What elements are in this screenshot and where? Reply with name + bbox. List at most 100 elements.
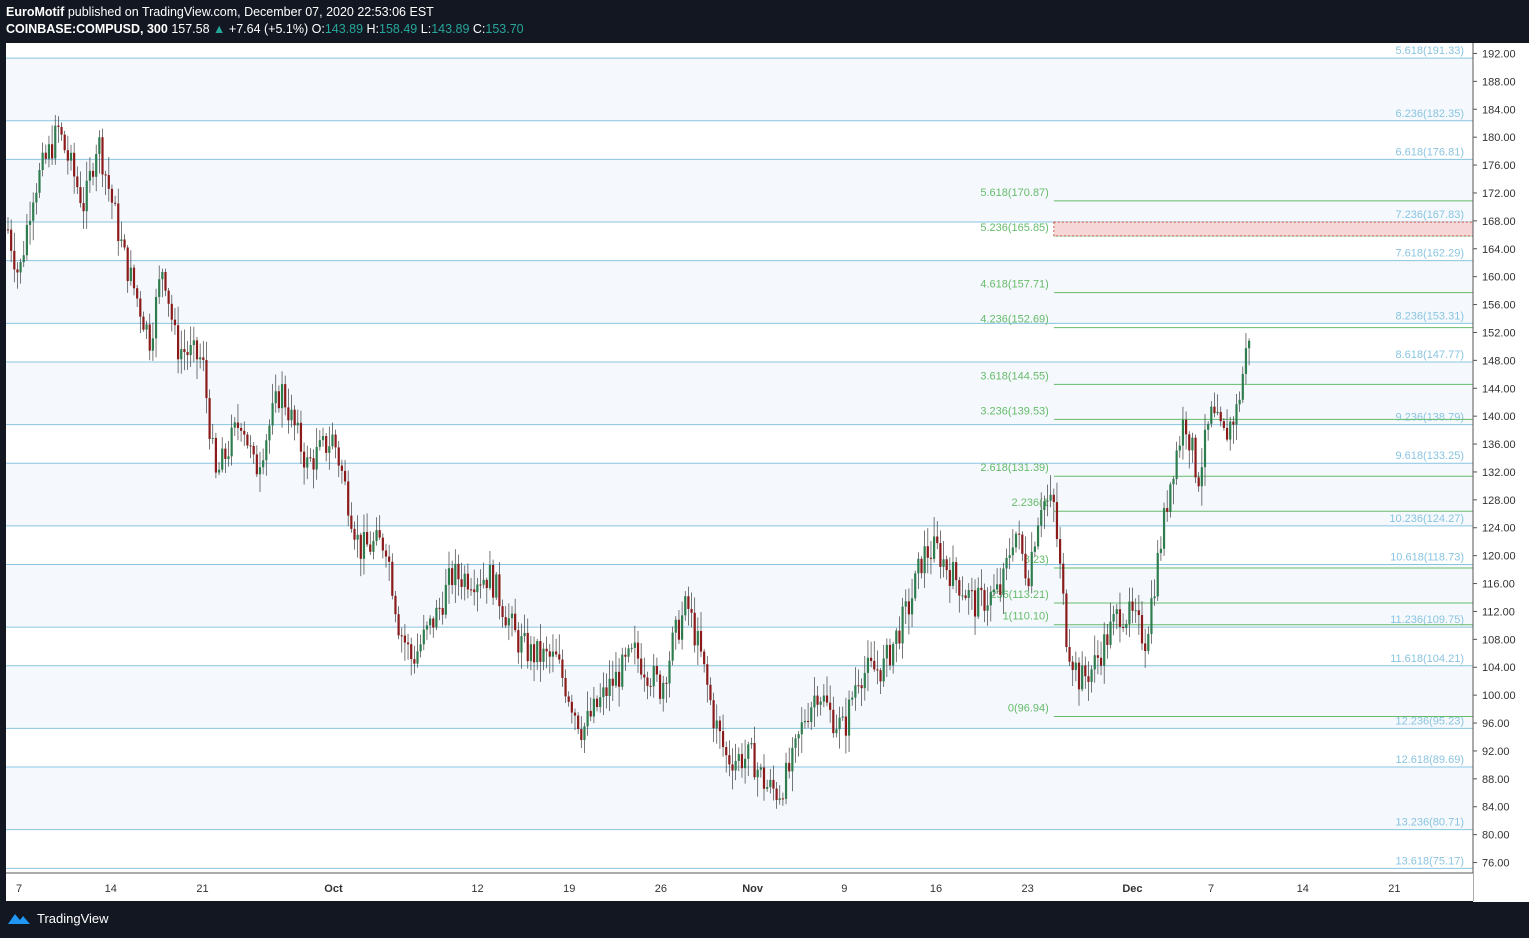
candle-body	[154, 296, 158, 339]
candle-body	[838, 717, 841, 730]
open-value: 143.89	[324, 22, 364, 36]
y-tick-label: 116.00	[1482, 579, 1515, 591]
x-tick-label: 12	[471, 883, 483, 895]
candle-body	[328, 446, 331, 453]
candle-body	[1021, 534, 1024, 554]
candle-body	[709, 684, 712, 701]
candle-body	[432, 618, 435, 628]
candle-body	[507, 618, 510, 626]
candle-body	[495, 574, 498, 598]
candle-body	[665, 682, 668, 684]
candle-body	[1084, 665, 1087, 677]
candle-body	[1166, 508, 1169, 512]
fib-green-label: 3.236(139.53)	[980, 405, 1049, 417]
candle-body	[296, 422, 299, 426]
x-tick-label: 7	[16, 883, 22, 895]
candle-body	[892, 644, 895, 666]
candle-body	[684, 596, 687, 616]
candle-body	[6, 229, 10, 231]
candle-body	[536, 641, 539, 663]
candle-body	[224, 448, 227, 459]
candle-body	[851, 697, 854, 700]
candle-body	[951, 562, 955, 586]
candle-body	[101, 137, 104, 175]
candle-body	[813, 695, 816, 708]
y-tick-label: 92.00	[1482, 746, 1510, 758]
fib-green-label: 3.618(144.55)	[980, 370, 1049, 382]
x-tick-label: 7	[1208, 883, 1214, 895]
fib-band	[6, 665, 1473, 729]
candle-body	[28, 220, 32, 225]
x-tick-label: 21	[1388, 883, 1400, 895]
candle-body	[936, 536, 939, 544]
candle-body	[586, 710, 589, 727]
chart-area[interactable]: 5.618(191.33) 6.236(182.35) 6.618(176.81) 7…	[0, 42, 1529, 902]
candle-body	[400, 635, 403, 637]
candle-body	[1106, 634, 1109, 645]
target-zone[interactable]	[1053, 221, 1474, 237]
candle-body	[643, 674, 646, 678]
candle-body	[514, 613, 517, 631]
candle-body	[457, 563, 460, 580]
candle-body	[258, 467, 262, 475]
candle-body	[230, 427, 233, 457]
y-tick-label: 168.00	[1482, 216, 1516, 228]
candle-body	[1172, 478, 1175, 485]
candle-body	[51, 144, 54, 159]
fib-blue-label: 10.236(124.27)	[1389, 513, 1464, 525]
candle-body	[1059, 539, 1062, 564]
candle-body	[482, 579, 485, 585]
candle-body	[627, 648, 630, 657]
candle-body	[416, 651, 419, 664]
tradingview-brand[interactable]: TradingView	[7, 910, 109, 926]
candle-body	[658, 674, 662, 699]
candle-body	[555, 651, 558, 655]
candle-body	[13, 250, 16, 270]
candle-body	[1090, 669, 1093, 682]
candle-body	[832, 709, 835, 734]
candle-body	[671, 632, 674, 661]
candle-body	[397, 614, 400, 636]
candle-body	[718, 720, 721, 732]
candle-body	[1207, 423, 1210, 430]
fib-blue-label: 7.236(167.83)	[1396, 209, 1465, 221]
candle-body	[236, 422, 240, 428]
candle-body	[703, 651, 706, 665]
candle-body	[359, 534, 362, 559]
candle-body	[696, 631, 699, 646]
author-name[interactable]: EuroMotif	[6, 5, 65, 19]
candle-body	[983, 590, 986, 611]
candle-body	[69, 152, 73, 161]
candle-body	[753, 743, 756, 778]
candle-body	[948, 570, 951, 586]
x-tick-label: Nov	[742, 883, 764, 895]
candle-body	[920, 558, 923, 574]
candle-body	[1052, 494, 1055, 503]
candle-body	[1203, 429, 1207, 468]
fib-blue-label: 10.618(118.73)	[1390, 552, 1464, 564]
candle-body	[262, 460, 265, 468]
candle-body	[117, 203, 120, 242]
candle-body	[901, 606, 904, 644]
fib-blue-label: 9.618(133.25)	[1396, 450, 1465, 462]
candle-body	[95, 154, 98, 177]
candle-body	[914, 573, 917, 599]
fib-blue-label: 8.618(147.77)	[1396, 349, 1465, 361]
candle-body	[989, 592, 992, 606]
candle-body	[145, 324, 148, 330]
candle-body	[778, 798, 781, 800]
candle-body	[211, 437, 214, 439]
candle-body	[835, 729, 838, 734]
candle-body	[1188, 434, 1191, 451]
candle-body	[1024, 553, 1027, 579]
candle-body	[186, 352, 189, 356]
fib-blue-label: 13.236(80.71)	[1396, 817, 1465, 829]
candle-body	[788, 762, 791, 772]
y-tick-label: 176.00	[1482, 160, 1516, 172]
y-tick-label: 164.00	[1482, 244, 1516, 256]
y-tick-label: 96.00	[1482, 718, 1510, 730]
candle-body	[646, 677, 649, 686]
candle-body	[577, 715, 580, 730]
low-label: L:	[420, 22, 432, 36]
price-chart[interactable]: 5.618(191.33) 6.236(182.35) 6.618(176.81) 7…	[0, 42, 1529, 902]
